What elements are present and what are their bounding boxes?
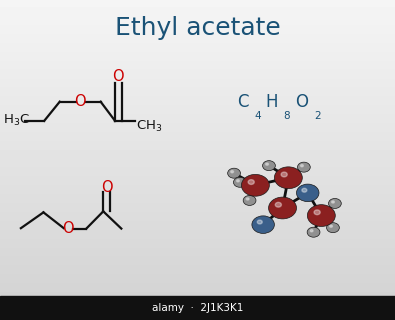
Circle shape	[257, 220, 262, 224]
Circle shape	[243, 196, 256, 205]
Text: $\mathregular{CH_3}$: $\mathregular{CH_3}$	[136, 119, 162, 134]
Text: H: H	[265, 93, 278, 111]
Circle shape	[310, 230, 313, 232]
Text: 2: 2	[314, 111, 321, 121]
Circle shape	[301, 164, 303, 167]
Text: 4: 4	[254, 111, 261, 121]
Circle shape	[246, 198, 249, 200]
Circle shape	[329, 198, 341, 208]
Text: C: C	[237, 93, 248, 111]
Text: O: O	[101, 180, 113, 195]
Circle shape	[241, 174, 269, 196]
Circle shape	[248, 180, 254, 184]
Circle shape	[231, 171, 233, 173]
Circle shape	[228, 168, 241, 178]
Text: Ethyl acetate: Ethyl acetate	[115, 16, 280, 40]
Circle shape	[269, 197, 297, 219]
Circle shape	[265, 163, 269, 165]
Circle shape	[307, 227, 320, 237]
Circle shape	[237, 180, 239, 182]
Circle shape	[329, 225, 333, 227]
Circle shape	[252, 216, 275, 233]
Circle shape	[281, 172, 287, 177]
Circle shape	[297, 162, 310, 172]
Circle shape	[307, 205, 335, 227]
Circle shape	[331, 201, 335, 203]
Circle shape	[233, 177, 246, 187]
Text: O: O	[113, 68, 124, 84]
Text: O: O	[74, 94, 86, 109]
Text: O: O	[62, 221, 73, 236]
Text: O: O	[295, 93, 308, 111]
Text: $\mathregular{H_3C}$: $\mathregular{H_3C}$	[3, 113, 30, 128]
Bar	[0, 296, 395, 320]
Text: 8: 8	[283, 111, 290, 121]
Circle shape	[327, 223, 339, 233]
Circle shape	[297, 184, 319, 202]
Circle shape	[302, 188, 307, 192]
Circle shape	[314, 210, 320, 215]
Circle shape	[275, 202, 281, 207]
Text: alamy  ·  2J1K3K1: alamy · 2J1K3K1	[152, 303, 243, 313]
Circle shape	[263, 161, 275, 171]
Circle shape	[275, 167, 302, 188]
